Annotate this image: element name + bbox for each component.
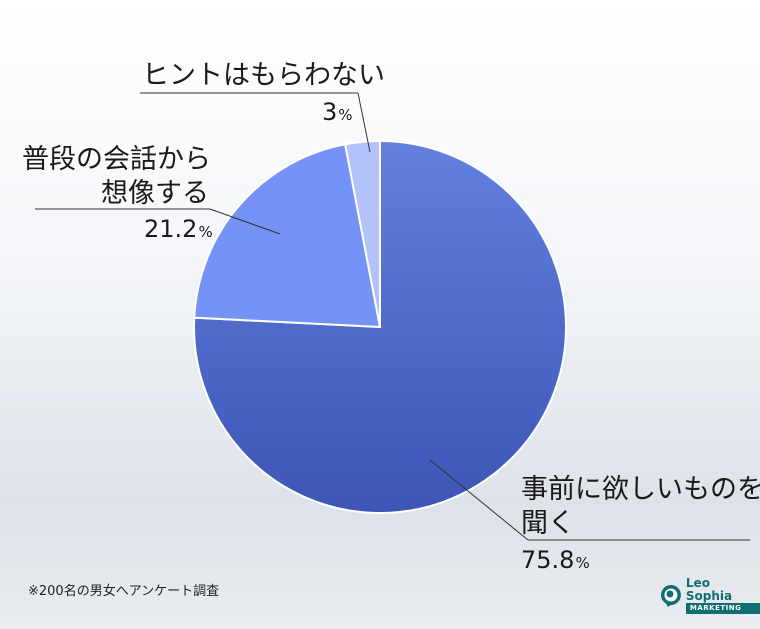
value-text: 21.2	[144, 215, 198, 243]
value-text: 75.8	[521, 546, 575, 574]
leader-line-slice2	[357, 92, 371, 153]
leader-line-slice1	[209, 208, 281, 235]
brand-logo: Leo Sophia MARKETING	[660, 577, 760, 614]
label-slice1-line2: 想像する	[101, 178, 209, 209]
pie-slice-2	[343, 139, 381, 328]
label-slice0-line2: 聞く	[521, 508, 575, 539]
pie-slice-0	[193, 139, 567, 514]
logo-name: Leo Sophia	[685, 576, 733, 603]
label-slice1-line1: 普段の会話から	[22, 144, 211, 175]
pie-slice-1	[193, 143, 382, 329]
percent-unit: %	[198, 223, 213, 241]
label-slice1-value: 21.2%	[144, 217, 213, 241]
logo-tagline: MARKETING	[685, 603, 760, 614]
label-slice2-name: ヒントはもらわない	[142, 60, 385, 91]
label-slice0-value: 75.8%	[521, 548, 590, 572]
percent-unit: %	[338, 106, 353, 124]
percent-unit: %	[575, 554, 590, 572]
label-slice2-value: 3%	[322, 100, 353, 124]
survey-footnote: ※200名の男女へアンケート調査	[28, 584, 220, 599]
value-text: 3	[322, 98, 338, 126]
lion-head-icon	[660, 584, 681, 607]
label-slice0-line1: 事前に欲しいものを	[521, 474, 760, 505]
leader-line-slice0	[429, 459, 529, 541]
